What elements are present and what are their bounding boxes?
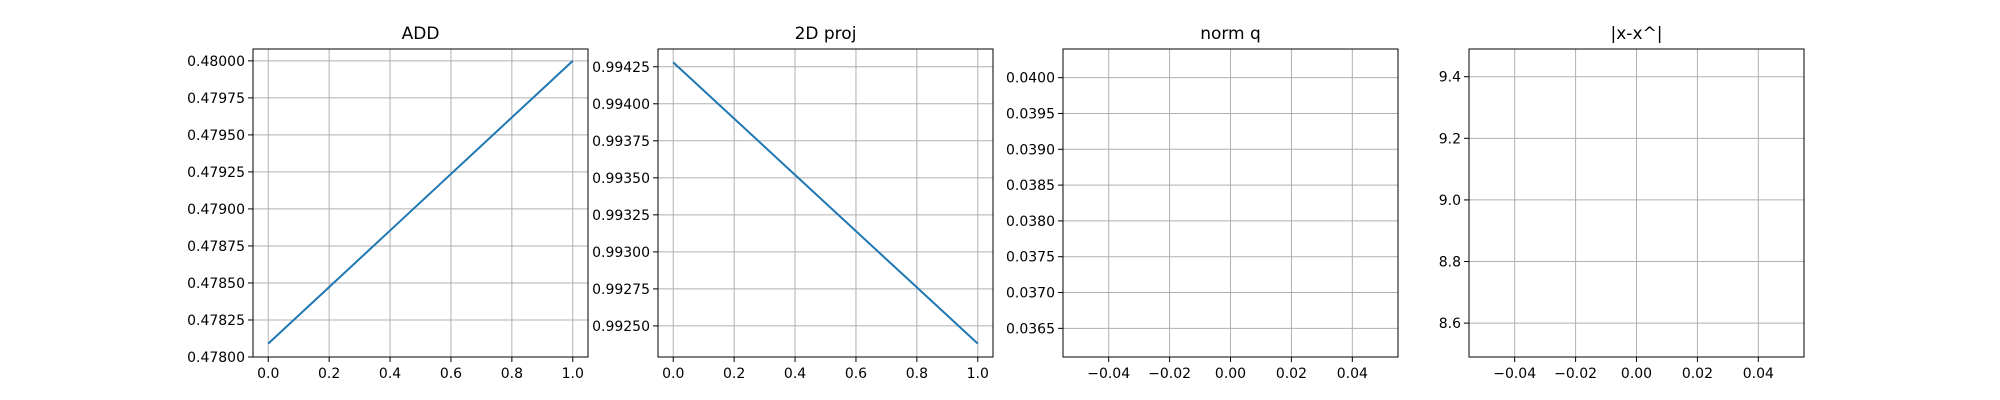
y-tick-label: 0.0370 (1006, 286, 1055, 302)
panel-title: 2D proj (795, 24, 857, 44)
y-tick-label: 0.99275 (592, 282, 650, 298)
y-tick-label: 0.47875 (187, 239, 245, 255)
x-tick-label: 0.2 (723, 366, 745, 382)
y-tick-label: 0.99300 (592, 245, 650, 261)
x-tick-label: 0.6 (440, 366, 462, 382)
x-tick-label: 0.02 (1682, 366, 1713, 382)
panel-norm-q: −0.04 −0.02 0.00 0.02 0.04 0.0365 0.0370 0.0375… (1006, 24, 1399, 382)
panel-abs-error: −0.04 −0.02 0.00 0.02 0.04 8.6 8.8 9.0 9.2 9.4 |x-… (1439, 24, 1805, 382)
y-tick-label: 0.99350 (592, 171, 650, 187)
x-tick-label: 0.04 (1743, 366, 1774, 382)
y-tick-label: 9.0 (1439, 193, 1461, 209)
x-tick-label: 0.8 (501, 366, 523, 382)
x-tick-label: 0.0 (257, 366, 279, 382)
panel-2d-proj: 0.0 0.2 0.4 0.6 0.8 1.0 0.99250 0.99275 0.99300 0… (592, 24, 994, 382)
y-tick-label: 8.6 (1439, 316, 1461, 332)
y-tick-label: 0.99375 (592, 134, 650, 150)
y-tick-label: 0.47825 (187, 313, 245, 329)
x-tick-label: 0.6 (845, 366, 867, 382)
y-tick-label: 9.4 (1439, 70, 1461, 86)
y-tick-label: 0.47850 (187, 276, 245, 292)
y-tick-label: 0.0375 (1006, 250, 1055, 266)
x-tick-label: −0.04 (1493, 366, 1536, 382)
x-tick-label: 0.02 (1276, 366, 1307, 382)
y-tick-label: 9.2 (1439, 131, 1461, 147)
x-tick-label: 0.00 (1621, 366, 1652, 382)
x-tick-label: 0.0 (662, 366, 684, 382)
y-tick-label: 0.0380 (1006, 214, 1055, 230)
panel-add: 0.0 0.2 0.4 0.6 0.8 1.0 0.47800 0.47825 0.47850 0… (187, 24, 589, 382)
panel-title: |x-x^| (1611, 24, 1663, 44)
y-tick-label: 0.0365 (1006, 321, 1055, 337)
x-tick-label: −0.04 (1087, 366, 1130, 382)
y-tick-label: 0.99425 (592, 60, 650, 76)
y-tick-label: 0.99400 (592, 97, 650, 113)
series-line (267, 60, 574, 345)
x-tick-label: 0.00 (1215, 366, 1246, 382)
axes-frame (657, 48, 994, 358)
y-tick-label: 0.99250 (592, 319, 650, 335)
x-tick-label: 0.4 (379, 366, 401, 382)
y-tick-label: 0.0400 (1006, 71, 1055, 87)
x-tick-label: 1.0 (562, 366, 584, 382)
y-tick-label: 0.47800 (187, 350, 245, 366)
x-tick-label: −0.02 (1148, 366, 1191, 382)
y-tick-label: 0.47950 (187, 128, 245, 144)
y-tick-label: 0.0385 (1006, 178, 1055, 194)
x-tick-label: −0.02 (1554, 366, 1597, 382)
y-tick-label: 0.47925 (187, 165, 245, 181)
y-tick-label: 0.99325 (592, 208, 650, 224)
x-tick-label: 0.4 (784, 366, 806, 382)
x-tick-label: 0.04 (1337, 366, 1368, 382)
x-tick-label: 1.0 (967, 366, 989, 382)
y-tick-label: 0.48000 (187, 54, 245, 70)
series-line (672, 61, 979, 345)
y-tick-label: 0.0395 (1006, 106, 1055, 122)
y-tick-label: 0.47900 (187, 202, 245, 218)
x-tick-label: 0.8 (906, 366, 928, 382)
y-tick-label: 0.47975 (187, 91, 245, 107)
axes-frame (252, 48, 589, 358)
y-tick-label: 0.0390 (1006, 142, 1055, 158)
y-tick-label: 8.8 (1439, 255, 1461, 271)
panel-title: norm q (1200, 24, 1261, 44)
x-tick-label: 0.2 (318, 366, 340, 382)
panel-title: ADD (402, 24, 440, 44)
